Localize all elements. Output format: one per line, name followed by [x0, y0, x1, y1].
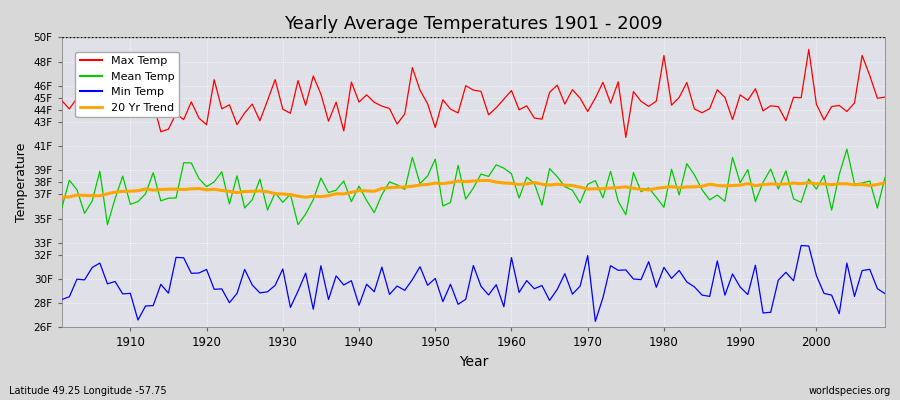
Y-axis label: Temperature: Temperature — [15, 143, 28, 222]
X-axis label: Year: Year — [459, 355, 488, 369]
Text: Latitude 49.25 Longitude -57.75: Latitude 49.25 Longitude -57.75 — [9, 386, 166, 396]
Legend: Max Temp, Mean Temp, Min Temp, 20 Yr Trend: Max Temp, Mean Temp, Min Temp, 20 Yr Tre… — [76, 52, 179, 117]
Title: Yearly Average Temperatures 1901 - 2009: Yearly Average Temperatures 1901 - 2009 — [284, 15, 662, 33]
Text: worldspecies.org: worldspecies.org — [809, 386, 891, 396]
